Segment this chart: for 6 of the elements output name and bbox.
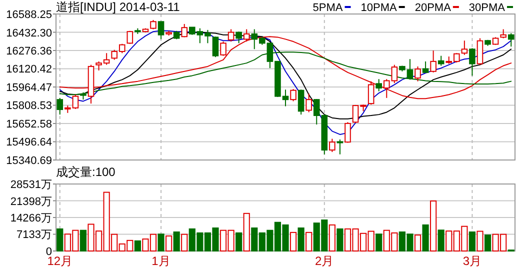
legend-label: 10PMA [360, 2, 398, 14]
legend-label: 30PMA [468, 2, 506, 14]
chart-title: 成交量:100 [56, 165, 116, 179]
legend-label: 5PMA [312, 2, 344, 14]
chart-title: 道指[INDU] 2014-03-11 [56, 0, 180, 14]
legend-label: 20PMA [414, 2, 452, 14]
